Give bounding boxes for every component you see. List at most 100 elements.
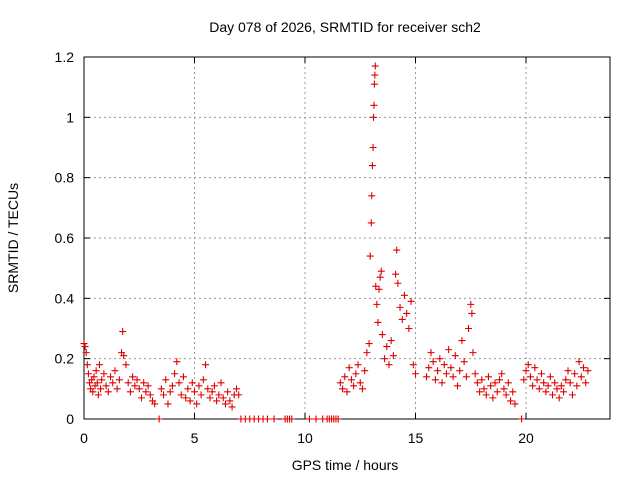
data-point — [478, 376, 486, 384]
data-point — [393, 246, 401, 254]
data-point — [566, 379, 574, 387]
data-point — [524, 361, 532, 369]
data-point — [81, 343, 89, 351]
data-point — [487, 382, 495, 390]
chart-title: Day 078 of 2026, SRMTID for receiver sch… — [209, 19, 481, 35]
data-point — [215, 391, 223, 399]
data-point — [584, 367, 592, 375]
data-point — [577, 373, 585, 381]
data-point — [427, 349, 435, 357]
data-point — [235, 391, 243, 399]
data-point — [191, 388, 199, 396]
x-tick-label: 0 — [80, 430, 88, 446]
data-point — [502, 391, 510, 399]
data-point — [372, 282, 380, 290]
data-point — [482, 391, 490, 399]
data-point — [425, 364, 433, 372]
data-point — [387, 337, 395, 345]
data-point — [184, 385, 192, 393]
data-point — [210, 382, 218, 390]
data-point — [195, 382, 203, 390]
data-point — [573, 382, 581, 390]
data-point — [500, 385, 508, 393]
data-point — [568, 391, 576, 399]
data-point — [571, 370, 579, 378]
data-point — [371, 71, 379, 79]
data-point — [378, 331, 386, 339]
data-point — [232, 385, 240, 393]
data-point — [107, 373, 115, 381]
data-point — [179, 373, 187, 381]
data-point — [396, 303, 404, 311]
data-point — [385, 361, 393, 369]
data-point — [146, 391, 154, 399]
data-point — [129, 373, 137, 381]
data-point — [206, 394, 214, 402]
data-point — [555, 394, 563, 402]
data-point — [367, 219, 375, 227]
data-point — [131, 382, 139, 390]
data-point — [370, 113, 378, 121]
data-point — [535, 385, 543, 393]
data-point — [120, 352, 128, 360]
data-point — [113, 385, 121, 393]
data-point — [412, 370, 420, 378]
data-point — [370, 101, 378, 109]
data-point — [213, 397, 221, 405]
data-point — [468, 309, 476, 317]
data-point — [371, 62, 379, 70]
data-point — [217, 379, 225, 387]
x-tick-label: 15 — [408, 430, 424, 446]
data-point — [460, 358, 468, 366]
data-point — [352, 370, 360, 378]
data-point — [204, 385, 212, 393]
data-point — [312, 415, 320, 423]
x-tick-label: 20 — [518, 430, 534, 446]
data-point — [557, 382, 565, 390]
data-point — [119, 328, 127, 336]
data-point — [82, 349, 90, 357]
x-tick-label: 10 — [297, 430, 313, 446]
data-point — [160, 391, 168, 399]
data-point — [553, 385, 561, 393]
data-point — [403, 309, 411, 317]
data-point — [476, 388, 484, 396]
y-tick-label: 0.4 — [55, 290, 75, 306]
data-point — [193, 400, 201, 408]
y-tick-label: 1 — [66, 109, 74, 125]
data-point — [219, 394, 227, 402]
data-point — [83, 361, 91, 369]
data-point — [449, 373, 457, 381]
data-point — [177, 391, 185, 399]
data-point — [575, 358, 583, 366]
data-point — [366, 252, 374, 260]
data-point — [377, 267, 385, 275]
y-tick-label: 0.8 — [55, 170, 75, 186]
data-point — [562, 376, 570, 384]
data-point — [197, 391, 205, 399]
data-point — [473, 379, 481, 387]
data-point — [489, 394, 497, 402]
data-point — [582, 379, 590, 387]
data-point — [263, 415, 271, 423]
data-point — [356, 379, 364, 387]
data-point — [467, 300, 475, 308]
data-point — [188, 379, 196, 387]
data-point — [409, 361, 417, 369]
data-point — [361, 367, 369, 375]
data-point — [336, 379, 344, 387]
data-point — [454, 382, 462, 390]
data-point — [224, 388, 232, 396]
data-point — [431, 376, 439, 384]
data-point — [400, 291, 408, 299]
data-point — [440, 361, 448, 369]
data-point — [375, 285, 383, 293]
data-point — [445, 346, 453, 354]
data-point — [173, 358, 181, 366]
data-point — [133, 376, 141, 384]
data-point — [80, 340, 88, 348]
data-point — [126, 388, 134, 396]
data-point — [465, 325, 473, 332]
data-point — [208, 388, 216, 396]
data-point — [549, 391, 557, 399]
